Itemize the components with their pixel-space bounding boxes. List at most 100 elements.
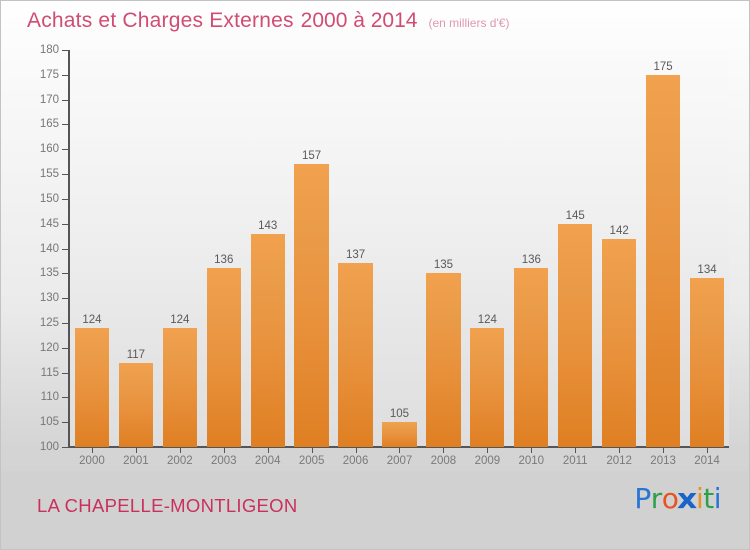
x-axis-tick-label: 2005	[298, 455, 325, 467]
x-axis-tick-mark	[443, 447, 444, 453]
x-axis-tick-mark	[575, 447, 576, 453]
y-axis-labels: 100 105 110 115 120 125 130 135 140 145 150 155 160 1…	[1, 41, 59, 471]
x-axis-tick-label: 2007	[386, 455, 413, 467]
page-title: Achats et Charges Externes	[27, 9, 294, 32]
bar-value-label: 117	[126, 348, 146, 361]
bar-slot: 117	[114, 50, 158, 447]
y-axis-tick-mark	[62, 397, 68, 399]
x-axis-tick-mark	[619, 447, 620, 453]
logo-letter: P	[634, 482, 651, 515]
x-axis-tick-label: 2002	[167, 455, 193, 467]
x-axis-tick-label: 2013	[650, 455, 676, 467]
bar-slot: 136	[509, 50, 553, 447]
page-title-years: 2000 à 2014	[300, 9, 418, 32]
y-axis-tick-mark	[62, 322, 68, 324]
bar[interactable]	[470, 327, 505, 447]
y-axis-tick-mark	[62, 99, 68, 101]
y-axis-tick-label: 175	[39, 68, 59, 81]
x-axis-tick-label: 2008	[430, 455, 457, 467]
x-axis-tick-mark	[531, 447, 532, 453]
x-axis-tick-mark	[224, 447, 225, 453]
bar-value-label: 134	[697, 264, 717, 277]
x-axis-tick-label: 2011	[562, 455, 588, 467]
y-axis-tick-mark	[62, 124, 68, 126]
bar-slot: 137	[334, 50, 378, 447]
bar[interactable]	[294, 164, 329, 447]
x-axis-tick-label: 2004	[254, 455, 281, 467]
bar[interactable]	[206, 268, 241, 447]
bar[interactable]	[74, 327, 110, 447]
bar-slot: 142	[597, 50, 641, 447]
y-axis-line	[68, 50, 70, 447]
bar-slot: 175	[641, 50, 685, 447]
x-axis-tick-mark	[487, 447, 488, 453]
x-axis-tick-mark	[268, 447, 269, 453]
chart-header: Achats et Charges Externes 2000 à 2014 (…	[1, 1, 749, 41]
bar-value-label: 145	[565, 209, 585, 222]
logo-letter: i	[713, 482, 722, 515]
x-axis-tick-label: 2014	[694, 455, 720, 467]
bar-series: 124 117 124 136 143 157 137 105 135 124 136 145 142 1…	[70, 50, 729, 447]
x-axis-tick-label: 2001	[123, 455, 149, 467]
y-axis-tick-label: 180	[39, 44, 59, 56]
y-axis-tick-mark	[62, 74, 68, 76]
bar[interactable]	[602, 238, 637, 447]
logo-letter: o	[661, 482, 679, 515]
bar-value-label: 142	[609, 224, 629, 237]
x-axis-tick-mark	[92, 447, 93, 453]
x-axis-tick-mark	[663, 447, 664, 453]
chart-plot-wrapper: 100 105 110 115 120 125 130 135 140 145 150 155 160 1…	[1, 41, 749, 471]
x-axis-tick-label: 2006	[342, 455, 369, 467]
proxiti-logo[interactable]: Proxiti	[634, 485, 721, 513]
bar-slot: 135	[421, 50, 465, 447]
y-axis-tick-label: 160	[39, 143, 59, 156]
logo-letter: t	[703, 482, 714, 515]
y-axis-tick-label: 145	[39, 217, 59, 230]
bar-value-label: 135	[433, 259, 453, 272]
bar-value-label: 175	[653, 60, 673, 73]
y-axis-tick-mark	[62, 422, 68, 424]
bar[interactable]	[426, 273, 461, 447]
bar[interactable]	[118, 362, 153, 447]
y-axis-tick-mark	[62, 298, 68, 300]
y-axis-tick-label: 155	[39, 168, 59, 181]
x-axis-tick-label: 2009	[474, 455, 501, 467]
bar[interactable]	[514, 268, 549, 447]
bar-value-label: 124	[82, 313, 102, 326]
bar[interactable]	[645, 74, 681, 447]
y-axis-tick-label: 150	[39, 192, 59, 205]
y-axis-tick-label: 170	[39, 93, 59, 106]
bar-slot: 124	[465, 50, 509, 447]
x-axis-tick-label: 2000	[79, 455, 105, 467]
y-axis-tick-mark	[62, 223, 68, 225]
bar[interactable]	[689, 278, 725, 447]
bar[interactable]	[250, 233, 285, 447]
bar-value-label: 136	[214, 254, 234, 267]
logo-letter: r	[650, 482, 663, 515]
bar[interactable]	[162, 327, 197, 447]
y-axis-tick-label: 110	[40, 391, 59, 404]
x-axis-tick-mark	[356, 447, 357, 453]
bar[interactable]	[558, 223, 593, 447]
bar-value-label: 124	[170, 313, 190, 326]
y-axis-tick-label: 135	[39, 267, 59, 280]
bar-slot: 134	[685, 50, 729, 447]
y-axis-tick-label: 120	[39, 341, 59, 354]
bar[interactable]	[338, 263, 373, 447]
bar[interactable]	[382, 422, 417, 447]
x-axis-tick-mark	[180, 447, 181, 453]
bar-slot: 136	[202, 50, 246, 447]
bar-value-label: 105	[389, 408, 410, 421]
commune-label: LA CHAPELLE-MONTLIGEON	[37, 495, 298, 516]
page-title-unit: (en milliers d'€)	[428, 16, 510, 30]
x-axis-tick-mark	[707, 447, 708, 453]
y-axis-tick-mark	[62, 447, 68, 448]
y-axis-tick-mark	[62, 372, 68, 374]
bar-slot: 105	[378, 50, 422, 447]
y-axis-tick-mark	[62, 149, 68, 151]
y-axis-tick-mark	[62, 198, 68, 200]
chart-footer: LA CHAPELLE-MONTLIGEON Proxiti	[1, 471, 749, 549]
logo-letter: i	[695, 482, 704, 515]
bar-slot: 143	[246, 50, 290, 447]
x-axis-tick-mark	[399, 447, 400, 453]
